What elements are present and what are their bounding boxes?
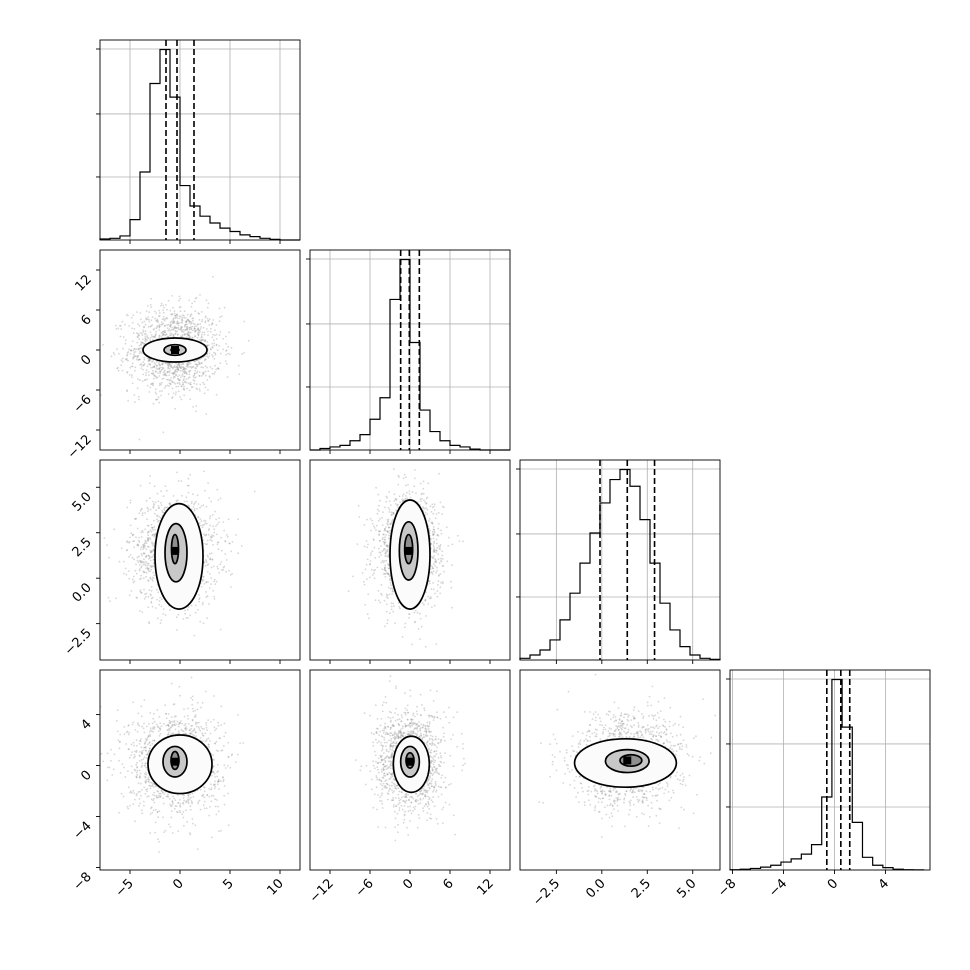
contour-level-2 [142, 337, 208, 363]
xtick-label-0-0: −5 [113, 876, 137, 900]
density-peak [171, 757, 179, 766]
ytick-label-2-3: 5.0 [70, 489, 95, 514]
ytick-label-1-3: 6 [78, 312, 94, 328]
xtick-label-3-2: 0 [825, 876, 841, 892]
density-peak [404, 546, 413, 555]
ytick-label-1-2: 0 [78, 352, 94, 368]
xtick-label-1-4: 12 [475, 876, 497, 898]
hist-frame-0 [99, 39, 301, 241]
pair-frame-3-0 [99, 669, 301, 871]
contour-level-2 [147, 734, 213, 795]
hist-steps-0 [99, 48, 300, 241]
pair-panel-2-1 [309, 459, 511, 661]
contour-level-1 [398, 520, 419, 581]
xtick-label-2-0: −2.5 [530, 876, 563, 909]
ytick-label-3-3: 4 [78, 717, 94, 733]
hist-steps-1 [310, 258, 510, 451]
xtick-label-2-3: 5.0 [674, 876, 699, 901]
ytick-label-2-1: 0.0 [70, 580, 95, 605]
density-peak [171, 346, 179, 354]
contour-level-1 [164, 522, 188, 583]
ytick-label-2-0: −2.5 [62, 626, 95, 659]
pair-panel-3-0 [99, 669, 301, 871]
contour-level-1 [399, 745, 421, 778]
pair-panel-3-1 [309, 669, 511, 871]
pair-panel-3-2 [519, 669, 721, 871]
contour-level-0 [170, 533, 180, 565]
xtick-label-1-3: 6 [440, 876, 456, 892]
pair-content-2-0 [103, 470, 256, 637]
contour-level-2 [392, 735, 431, 794]
density-peak [171, 546, 179, 555]
contour-level-0 [170, 347, 180, 353]
pair-content-1-0 [100, 275, 250, 441]
pair-content-3-1 [354, 675, 466, 842]
xtick-label-0-2: 5 [220, 876, 236, 892]
contour-level-2 [573, 737, 678, 789]
pair-content-2-1 [347, 468, 464, 648]
pair-panel-2-0 [99, 459, 301, 661]
contour-level-2 [389, 499, 431, 610]
hist-frame-2 [519, 459, 721, 661]
hist-panel-2 [516, 459, 721, 661]
contour-level-0 [405, 751, 415, 769]
density-peak [406, 757, 414, 766]
xtick-label-0-3: 10 [265, 876, 287, 898]
xtick-label-3-0: −8 [715, 876, 739, 900]
pair-frame-3-2 [519, 669, 721, 871]
hist-steps-2 [519, 468, 721, 660]
density-peak [623, 756, 632, 765]
contour-level-1 [604, 748, 650, 774]
contour-level-0 [619, 753, 643, 768]
ytick-label-2-2: 2.5 [70, 535, 95, 560]
pair-panel-1-0 [99, 249, 301, 451]
contour-level-1 [163, 343, 187, 357]
ytick-label-3-1: −4 [71, 819, 95, 843]
ytick-label-1-0: −12 [65, 432, 95, 462]
xtick-label-3-3: 4 [876, 876, 892, 892]
xtick-label-0-1: 0 [170, 876, 186, 892]
ytick-label-1-4: 12 [73, 272, 95, 294]
xtick-label-1-1: −6 [353, 876, 377, 900]
xtick-label-2-2: 2.5 [629, 876, 654, 901]
contour-level-2 [154, 502, 204, 610]
hist-panel-1 [306, 249, 511, 451]
hist-panel-3 [726, 669, 931, 871]
xtick-label-1-0: −12 [307, 876, 337, 906]
xtick-label-2-1: 0.0 [583, 876, 608, 901]
xtick-label-1-2: 0 [400, 876, 416, 892]
ytick-label-3-0: −8 [71, 870, 95, 894]
contour-level-0 [170, 750, 180, 771]
hist-panel-0 [96, 39, 301, 241]
ytick-label-1-1: −6 [71, 392, 95, 416]
ytick-label-3-2: 0 [78, 768, 94, 784]
pair-content-3-0 [100, 676, 245, 853]
pair-content-3-2 [538, 673, 717, 838]
pair-frame-2-0 [99, 459, 301, 661]
hist-frame-3 [729, 669, 931, 871]
contour-level-0 [403, 533, 414, 565]
contour-level-1 [162, 745, 188, 778]
xtick-label-3-1: −4 [766, 876, 790, 900]
